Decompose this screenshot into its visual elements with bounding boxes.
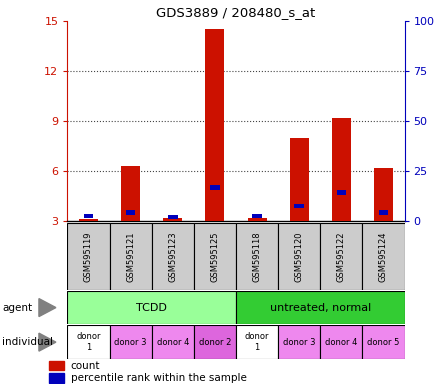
Text: agent: agent [2,303,32,313]
Polygon shape [39,299,56,316]
Text: donor
1: donor 1 [244,333,269,352]
Text: GSM595121: GSM595121 [126,231,135,281]
Title: GDS3889 / 208480_s_at: GDS3889 / 208480_s_at [156,5,315,18]
Bar [151,325,194,359]
Bar [210,185,219,190]
Text: donor 4: donor 4 [156,338,188,347]
Text: percentile rank within the sample: percentile rank within the sample [71,373,246,383]
Bar [277,325,319,359]
Bar [294,204,303,208]
Text: count: count [71,361,100,371]
Bar [109,223,151,290]
Bar [205,30,224,221]
Text: GSM595122: GSM595122 [336,231,345,281]
Bar [168,215,177,219]
Text: donor
1: donor 1 [76,333,101,352]
Bar [235,291,404,324]
Bar [235,223,277,290]
Bar [67,291,235,324]
Text: donor 5: donor 5 [366,338,399,347]
Bar [373,167,392,221]
Bar [125,210,135,215]
Text: donor 4: donor 4 [324,338,357,347]
Bar [362,223,404,290]
Bar [247,218,266,221]
Text: untreated, normal: untreated, normal [269,303,370,313]
Bar [84,214,93,218]
Text: individual: individual [2,337,53,347]
Text: donor 3: donor 3 [282,338,315,347]
Text: TCDD: TCDD [136,303,167,313]
Bar [151,223,194,290]
Bar [319,325,362,359]
Text: GSM595120: GSM595120 [294,231,303,281]
Bar [49,361,63,370]
Bar [194,325,236,359]
Text: GSM595123: GSM595123 [168,231,177,281]
Text: GSM595119: GSM595119 [84,231,93,281]
Text: GSM595125: GSM595125 [210,231,219,281]
Text: donor 2: donor 2 [198,338,230,347]
Bar [289,137,308,221]
Bar [378,210,387,215]
Bar [67,325,109,359]
Bar [194,223,236,290]
Bar [109,325,151,359]
Bar [49,373,63,383]
Bar [331,118,350,221]
Text: GSM595118: GSM595118 [252,231,261,281]
Bar [336,190,345,195]
Bar [235,325,277,359]
Polygon shape [39,333,56,351]
Bar [79,219,98,221]
Bar [121,166,140,221]
Bar [277,223,319,290]
Text: GSM595124: GSM595124 [378,231,387,281]
Bar [362,325,404,359]
Text: donor 3: donor 3 [114,338,147,347]
Bar [252,214,261,218]
Bar [319,223,362,290]
Bar [67,223,109,290]
Bar [163,218,182,221]
